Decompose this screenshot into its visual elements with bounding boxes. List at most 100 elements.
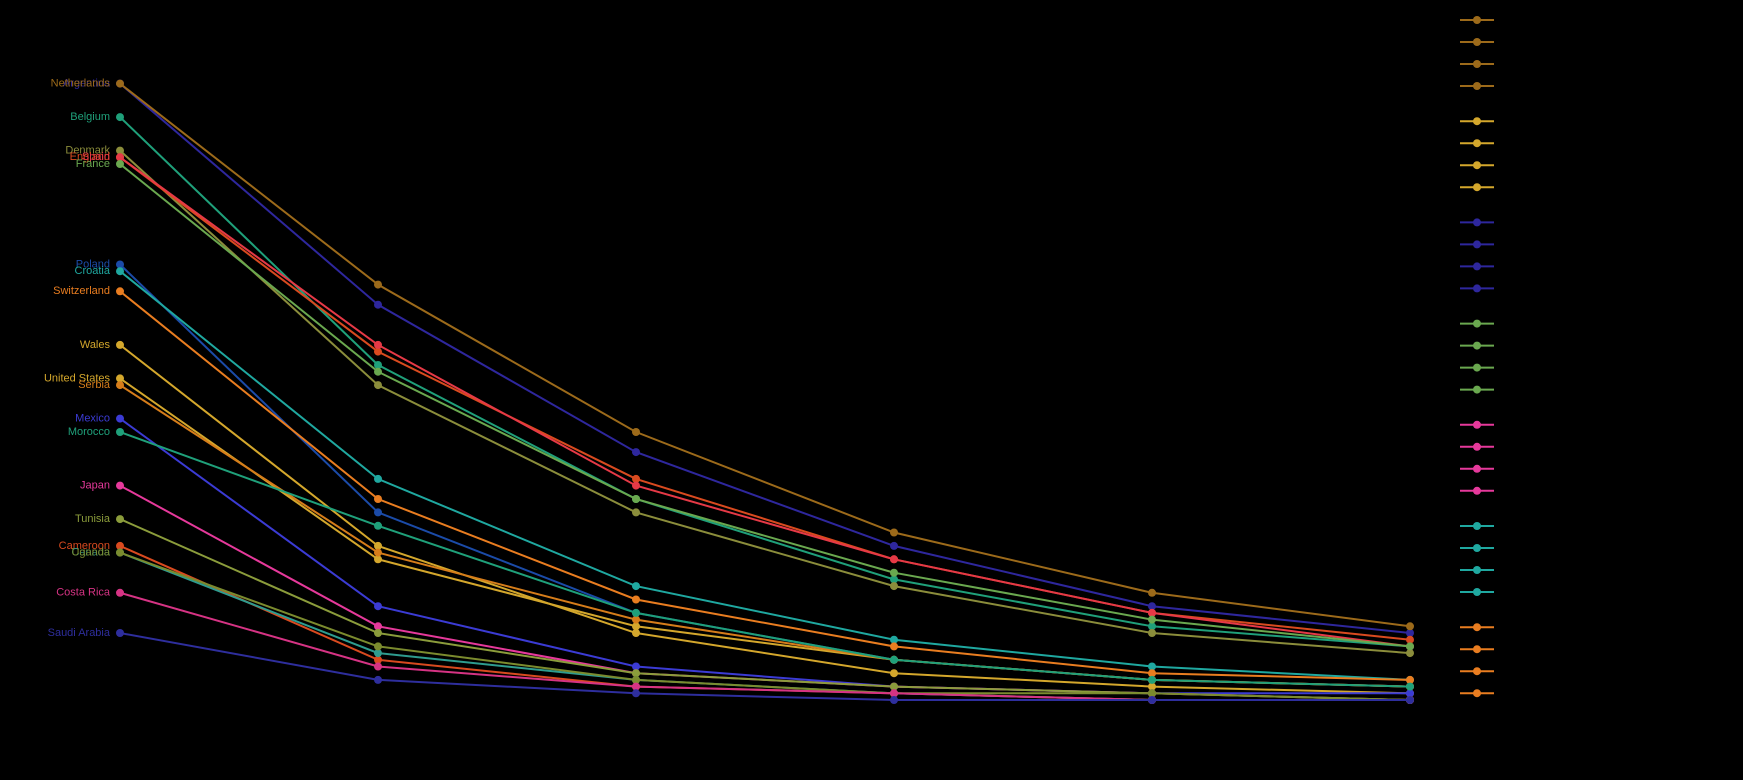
legend-item (1460, 386, 1494, 394)
series-line (120, 593, 1410, 700)
series-marker (374, 281, 382, 289)
series-marker (1406, 622, 1414, 630)
legend-item (1460, 38, 1494, 46)
legend-item (1460, 161, 1494, 169)
series-marker (1148, 589, 1156, 597)
legend-marker (1473, 262, 1481, 270)
series-marker (890, 529, 898, 537)
legend-item (1460, 465, 1494, 473)
series-marker (632, 448, 640, 456)
series-label: Mexico (75, 413, 110, 425)
series-marker (890, 696, 898, 704)
series-marker (890, 569, 898, 577)
series-united-states: United States (44, 372, 1414, 690)
line-chart: ArgentinaNetherlandsBelgium DenmarkEnglan… (0, 0, 1743, 780)
legend-item (1460, 117, 1494, 125)
legend-marker (1473, 667, 1481, 675)
legend-item (1460, 667, 1494, 675)
chart-svg: ArgentinaNetherlandsBelgium DenmarkEnglan… (0, 0, 1743, 780)
series-marker (890, 642, 898, 650)
series-marker (116, 415, 124, 423)
series-marker (116, 515, 124, 523)
series-label: Serbia (78, 379, 111, 391)
legend-item (1460, 364, 1494, 372)
series-label: Switzerland (53, 285, 110, 297)
series-marker (374, 676, 382, 684)
legend-marker (1473, 60, 1481, 68)
series-marker (1406, 683, 1414, 691)
series-marker (374, 522, 382, 530)
series-label: Wales (80, 339, 111, 351)
series-marker (890, 669, 898, 677)
series-line (120, 84, 1410, 633)
legend-item (1460, 284, 1494, 292)
series-line (120, 84, 1410, 627)
series-label: Morocco (68, 426, 110, 438)
series-marker (374, 381, 382, 389)
series-marker (1406, 696, 1414, 704)
series-marker (890, 656, 898, 664)
legend-marker (1473, 183, 1481, 191)
series-line (120, 519, 1410, 700)
legend-item (1460, 183, 1494, 191)
legend-item (1460, 262, 1494, 270)
legend-marker (1473, 645, 1481, 653)
series-label: Japan (80, 480, 110, 492)
series-marker (632, 596, 640, 604)
legend-item (1460, 689, 1494, 697)
legend-item (1460, 544, 1494, 552)
series-marker (632, 609, 640, 617)
legend-marker (1473, 421, 1481, 429)
series-switzerland: Switzerland (53, 285, 1414, 684)
legend-marker (1473, 320, 1481, 328)
legend-marker (1473, 689, 1481, 697)
legend-marker (1473, 139, 1481, 147)
series-label: Croatia (75, 265, 111, 277)
legend-marker (1473, 284, 1481, 292)
series-marker (632, 689, 640, 697)
legend-marker (1473, 544, 1481, 552)
series-marker (374, 341, 382, 349)
series-line (120, 157, 1410, 646)
series-label: France (76, 158, 110, 170)
series-denmark: Denmark (65, 145, 1414, 658)
legend-marker (1473, 522, 1481, 530)
legend-item (1460, 342, 1494, 350)
series-england: England (70, 151, 1414, 643)
series-line (120, 164, 1410, 646)
legend-marker (1473, 566, 1481, 574)
series-marker (116, 482, 124, 490)
legend-marker (1473, 364, 1481, 372)
legend-item (1460, 240, 1494, 248)
series-marker (374, 475, 382, 483)
legend-marker (1473, 161, 1481, 169)
legend-item (1460, 320, 1494, 328)
series-marker (116, 341, 124, 349)
legend-item (1460, 566, 1494, 574)
legend-item (1460, 60, 1494, 68)
series-marker (1148, 616, 1156, 624)
legend-marker (1473, 38, 1481, 46)
legend-marker (1473, 240, 1481, 248)
series-argentina: Argentina (63, 78, 1414, 637)
series-marker (116, 160, 124, 168)
series-marker (374, 495, 382, 503)
series-label: Belgium (70, 111, 110, 123)
legend-item (1460, 443, 1494, 451)
series-marker (1406, 642, 1414, 650)
series-marker (116, 113, 124, 121)
series-marker (1148, 696, 1156, 704)
legend-marker (1473, 487, 1481, 495)
series-marker (890, 555, 898, 563)
series-marker (374, 602, 382, 610)
legend-marker (1473, 16, 1481, 24)
series-marker (116, 589, 124, 597)
series-morocco: Morocco (68, 426, 1414, 691)
series-netherlands: Netherlands (51, 78, 1414, 631)
legend-marker (1473, 117, 1481, 125)
series-label: Tunisia (75, 513, 111, 525)
legend-marker (1473, 623, 1481, 631)
series-marker (116, 80, 124, 88)
series-marker (116, 287, 124, 295)
legend-marker (1473, 588, 1481, 596)
